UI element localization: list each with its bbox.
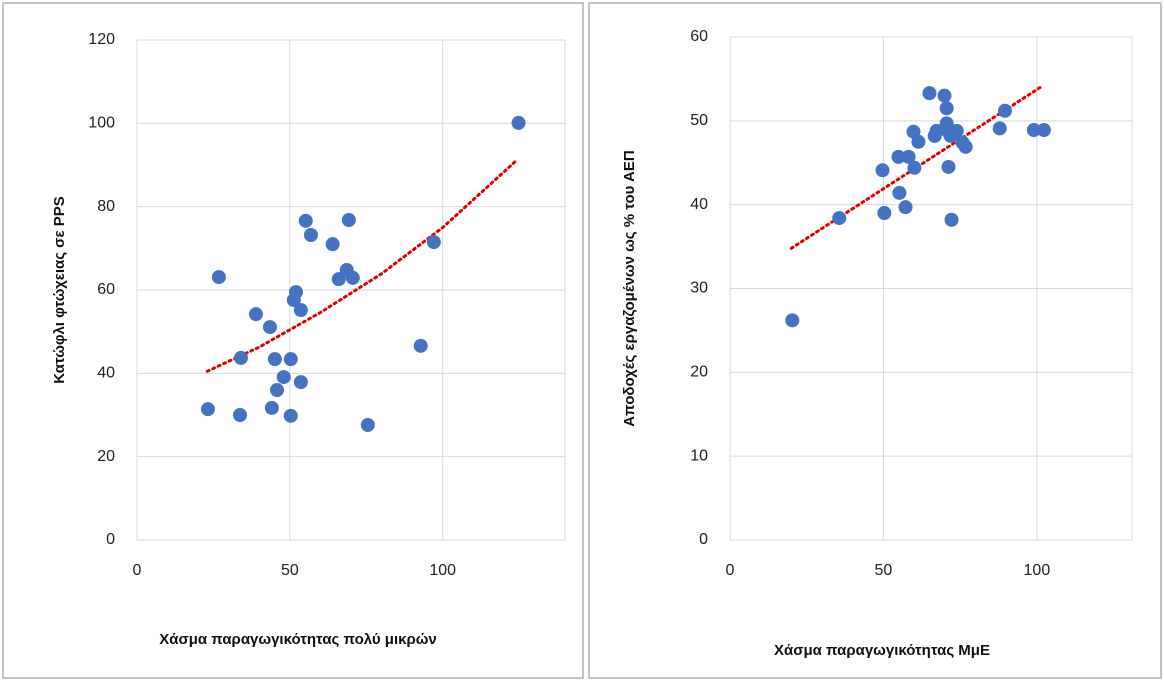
data-point: [345, 270, 360, 285]
x-tick-label: 50: [281, 562, 299, 579]
y-tick-label: 100: [88, 115, 115, 132]
x-tick-label: 100: [1024, 562, 1051, 579]
data-point: [929, 123, 944, 138]
data-point: [511, 115, 526, 130]
data-point: [937, 88, 952, 103]
y-tick-label: 120: [88, 31, 115, 48]
data-point: [293, 375, 308, 390]
y-axis-title: Κατώφλι φτώχειας σε PPS: [51, 196, 68, 384]
data-point: [898, 200, 913, 215]
data-point: [939, 101, 954, 116]
y-tick-label: 10: [690, 447, 708, 464]
data-point: [901, 149, 916, 164]
data-point: [267, 352, 282, 367]
data-point: [1036, 123, 1051, 138]
data-point: [413, 338, 428, 353]
x-tick-label: 100: [429, 562, 456, 579]
y-tick-label: 80: [97, 198, 115, 215]
data-point: [426, 235, 441, 250]
y-axis-title: Αποδοχές εργαζομένων ως % του ΑΕΠ: [621, 150, 638, 426]
data-point: [941, 159, 956, 174]
data-point: [288, 285, 303, 300]
y-tick-label: 50: [690, 112, 708, 129]
data-point: [891, 149, 906, 164]
data-point: [303, 228, 318, 242]
data-point: [283, 352, 298, 367]
data-point: [997, 103, 1012, 118]
data-point: [875, 163, 890, 178]
y-tick-label: 60: [97, 281, 115, 298]
data-point: [360, 418, 375, 432]
data-point: [211, 270, 226, 285]
data-point: [233, 408, 248, 422]
data-point: [298, 213, 313, 228]
data-point: [892, 185, 907, 200]
data-point: [907, 160, 922, 175]
data-point: [341, 213, 356, 227]
x-axis-title: Χάσμα παραγωγικότητας ΜμΕ: [774, 642, 990, 659]
x-axis-title: Χάσμα παραγωγικότητας πολύ μικρών: [159, 631, 437, 648]
data-point: [949, 123, 964, 138]
y-tick-label: 20: [97, 448, 115, 465]
data-point: [877, 206, 892, 221]
data-point: [944, 212, 959, 227]
data-point: [1026, 123, 1041, 138]
data-point: [276, 370, 291, 385]
data-point: [270, 383, 285, 397]
data-point: [992, 121, 1007, 136]
trendline: [205, 159, 518, 373]
data-point: [293, 303, 308, 317]
data-point: [832, 211, 847, 226]
data-point: [785, 313, 800, 328]
data-point: [911, 134, 926, 149]
x-tick-label: 0: [726, 562, 735, 579]
data-point: [331, 272, 346, 287]
data-point: [233, 350, 248, 365]
y-tick-label: 40: [690, 196, 708, 213]
data-point: [325, 237, 340, 252]
y-tick-label: 0: [699, 531, 708, 548]
data-point: [283, 408, 298, 423]
x-tick-label: 50: [875, 562, 893, 579]
data-point: [262, 320, 277, 335]
y-tick-label: 20: [690, 364, 708, 381]
y-tick-label: 40: [97, 365, 115, 382]
left-panel: [2, 2, 584, 679]
x-tick-label: 0: [133, 562, 142, 579]
data-point: [922, 86, 937, 101]
y-tick-label: 60: [690, 28, 708, 45]
y-tick-label: 0: [106, 531, 115, 548]
data-point: [264, 400, 279, 415]
y-tick-label: 30: [690, 280, 708, 297]
data-point: [248, 307, 263, 322]
data-point: [200, 402, 215, 417]
data-point: [958, 139, 973, 154]
right-panel: [588, 2, 1162, 679]
